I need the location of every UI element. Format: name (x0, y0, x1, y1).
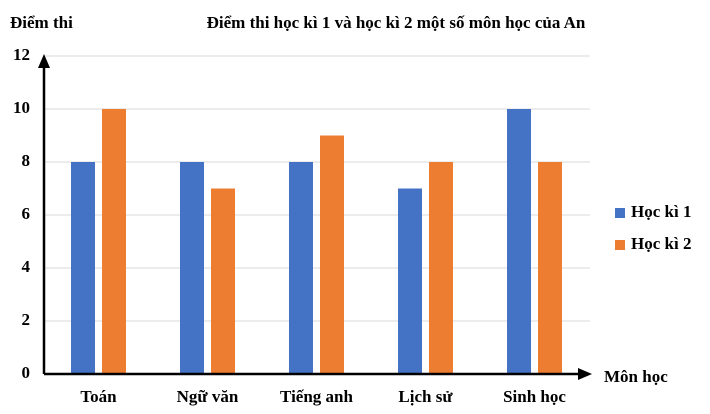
x-tick-label: Tiếng anh (280, 387, 353, 406)
grid (44, 55, 590, 375)
bar (180, 162, 204, 374)
bars (71, 109, 562, 374)
x-tick-label: Sinh học (503, 387, 566, 406)
x-tick-label: Toán (80, 387, 117, 406)
y-tick-label: 12 (13, 45, 30, 64)
bar (429, 162, 453, 374)
y-tick-label: 6 (22, 204, 31, 223)
bar (71, 162, 95, 374)
y-tick-label: 2 (22, 310, 31, 329)
bar (289, 162, 313, 374)
legend-swatch (615, 240, 625, 250)
y-tick-label: 8 (22, 151, 31, 170)
bar (102, 109, 126, 374)
chart-title: Điểm thi học kì 1 và học kì 2 một số môn… (207, 13, 586, 32)
bar (320, 135, 344, 374)
x-axis-label: Môn học (604, 367, 668, 386)
legend-label: Học kì 1 (631, 202, 691, 221)
y-tick-label: 0 (22, 363, 31, 382)
legend-label: Học kì 2 (631, 234, 691, 253)
legend-swatch (615, 208, 625, 218)
bar (538, 162, 562, 374)
y-tick-label: 10 (13, 98, 30, 117)
y-tick-label: 4 (22, 257, 31, 276)
bar (211, 188, 235, 374)
x-axis-arrow (578, 368, 592, 380)
x-tick-label: Ngữ văn (177, 387, 239, 406)
y-axis-label: Điểm thi (10, 13, 73, 32)
bar (507, 109, 531, 374)
bar (398, 188, 422, 374)
x-tick-label: Lịch sử (398, 387, 453, 406)
y-axis-arrow (38, 54, 50, 68)
